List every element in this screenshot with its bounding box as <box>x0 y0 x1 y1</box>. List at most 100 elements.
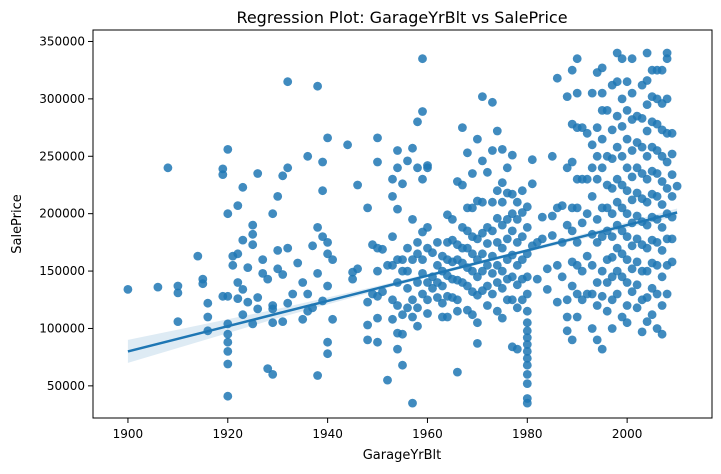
scatter-point <box>572 289 582 299</box>
scatter-point <box>617 312 627 322</box>
x-tick-label: 1900 <box>113 427 144 441</box>
scatter-point <box>403 243 412 253</box>
scatter-point <box>403 283 412 293</box>
scatter-point <box>522 306 532 316</box>
scatter-point <box>278 317 288 326</box>
scatter-point <box>562 220 572 230</box>
scatter-point <box>483 260 492 270</box>
scatter-point <box>233 201 243 211</box>
scatter-point <box>473 272 482 282</box>
scatter-point <box>607 252 617 262</box>
scatter-point <box>662 157 672 167</box>
scatter-point <box>193 251 203 261</box>
scatter-point <box>413 303 422 313</box>
scatter-point <box>537 234 547 244</box>
scatter-point <box>502 234 512 244</box>
scatter-point <box>273 192 283 201</box>
scatter-point <box>228 260 238 270</box>
scatter-point <box>378 244 387 254</box>
scatter-point <box>552 297 562 307</box>
scatter-point <box>173 317 183 326</box>
scatter-point <box>612 289 622 299</box>
scatter-point <box>547 231 557 240</box>
scatter-point <box>577 295 587 305</box>
scatter-point <box>592 123 602 132</box>
scatter-point <box>642 174 652 184</box>
x-tick-label: 1980 <box>512 427 543 441</box>
scatter-point <box>652 192 662 201</box>
scatter-point <box>373 313 382 323</box>
scatter-point <box>388 260 397 270</box>
scatter-point <box>497 283 507 293</box>
scatter-point <box>597 134 607 144</box>
scatter-point <box>468 310 477 320</box>
scatter-point <box>642 100 652 109</box>
scatter-point <box>587 163 597 173</box>
scatter-point <box>512 280 522 290</box>
scatter-point <box>418 289 427 299</box>
scatter-point <box>478 156 487 166</box>
scatter-point <box>478 92 487 101</box>
scatter-point <box>413 321 422 331</box>
scatter-point <box>522 333 532 342</box>
scatter-point <box>223 391 233 401</box>
scatter-point <box>567 281 577 291</box>
scatter-point <box>652 119 662 129</box>
scatter-point <box>453 367 462 377</box>
scatter-point <box>542 264 552 274</box>
scatter-point <box>517 232 527 242</box>
scatter-point <box>303 289 313 299</box>
scatter-point <box>423 163 432 173</box>
scatter-point <box>562 92 572 101</box>
scatter-point <box>597 344 607 354</box>
scatter-point <box>203 298 213 308</box>
scatter-point <box>522 347 532 356</box>
scatter-point <box>522 318 532 328</box>
scatter-point <box>398 310 407 320</box>
scatter-point <box>413 163 422 173</box>
scatter-point <box>592 335 602 345</box>
scatter-point <box>473 134 482 144</box>
scatter-point <box>268 318 278 328</box>
scatter-point <box>517 208 527 217</box>
scatter-point <box>522 326 532 336</box>
scatter-point <box>243 263 253 272</box>
scatter-point <box>592 174 602 184</box>
chart-title: Regression Plot: GarageYrBlt vs SalePric… <box>236 8 567 27</box>
scatter-point <box>258 269 268 278</box>
scatter-point <box>253 169 263 178</box>
scatter-point <box>572 238 582 247</box>
scatter-point <box>632 163 642 173</box>
scatter-point <box>453 306 462 316</box>
scatter-point <box>413 238 422 247</box>
scatter-point <box>233 294 243 303</box>
scatter-point <box>567 226 577 236</box>
scatter-point <box>423 309 432 318</box>
scatter-point <box>657 65 667 75</box>
scatter-point <box>522 370 532 379</box>
scatter-point <box>373 337 382 347</box>
scatter-point <box>408 215 417 224</box>
scatter-point <box>582 251 592 261</box>
scatter-point <box>642 266 652 276</box>
scatter-point <box>478 249 487 259</box>
scatter-point <box>408 255 417 264</box>
scatter-point <box>478 266 487 276</box>
scatter-point <box>512 344 522 354</box>
scatter-point <box>283 298 293 308</box>
scatter-point <box>582 128 592 138</box>
scatter-point <box>323 133 332 143</box>
scatter-point <box>388 232 397 242</box>
scatter-point <box>527 179 537 189</box>
scatter-point <box>607 209 617 219</box>
scatter-point <box>582 174 592 184</box>
scatter-point <box>403 156 412 166</box>
scatter-point <box>163 163 173 173</box>
scatter-point <box>363 297 372 307</box>
scatter-point <box>492 186 502 196</box>
scatter-point <box>433 238 442 247</box>
scatter-point <box>488 197 497 207</box>
scatter-point <box>652 169 662 178</box>
scatter-point <box>622 278 632 287</box>
